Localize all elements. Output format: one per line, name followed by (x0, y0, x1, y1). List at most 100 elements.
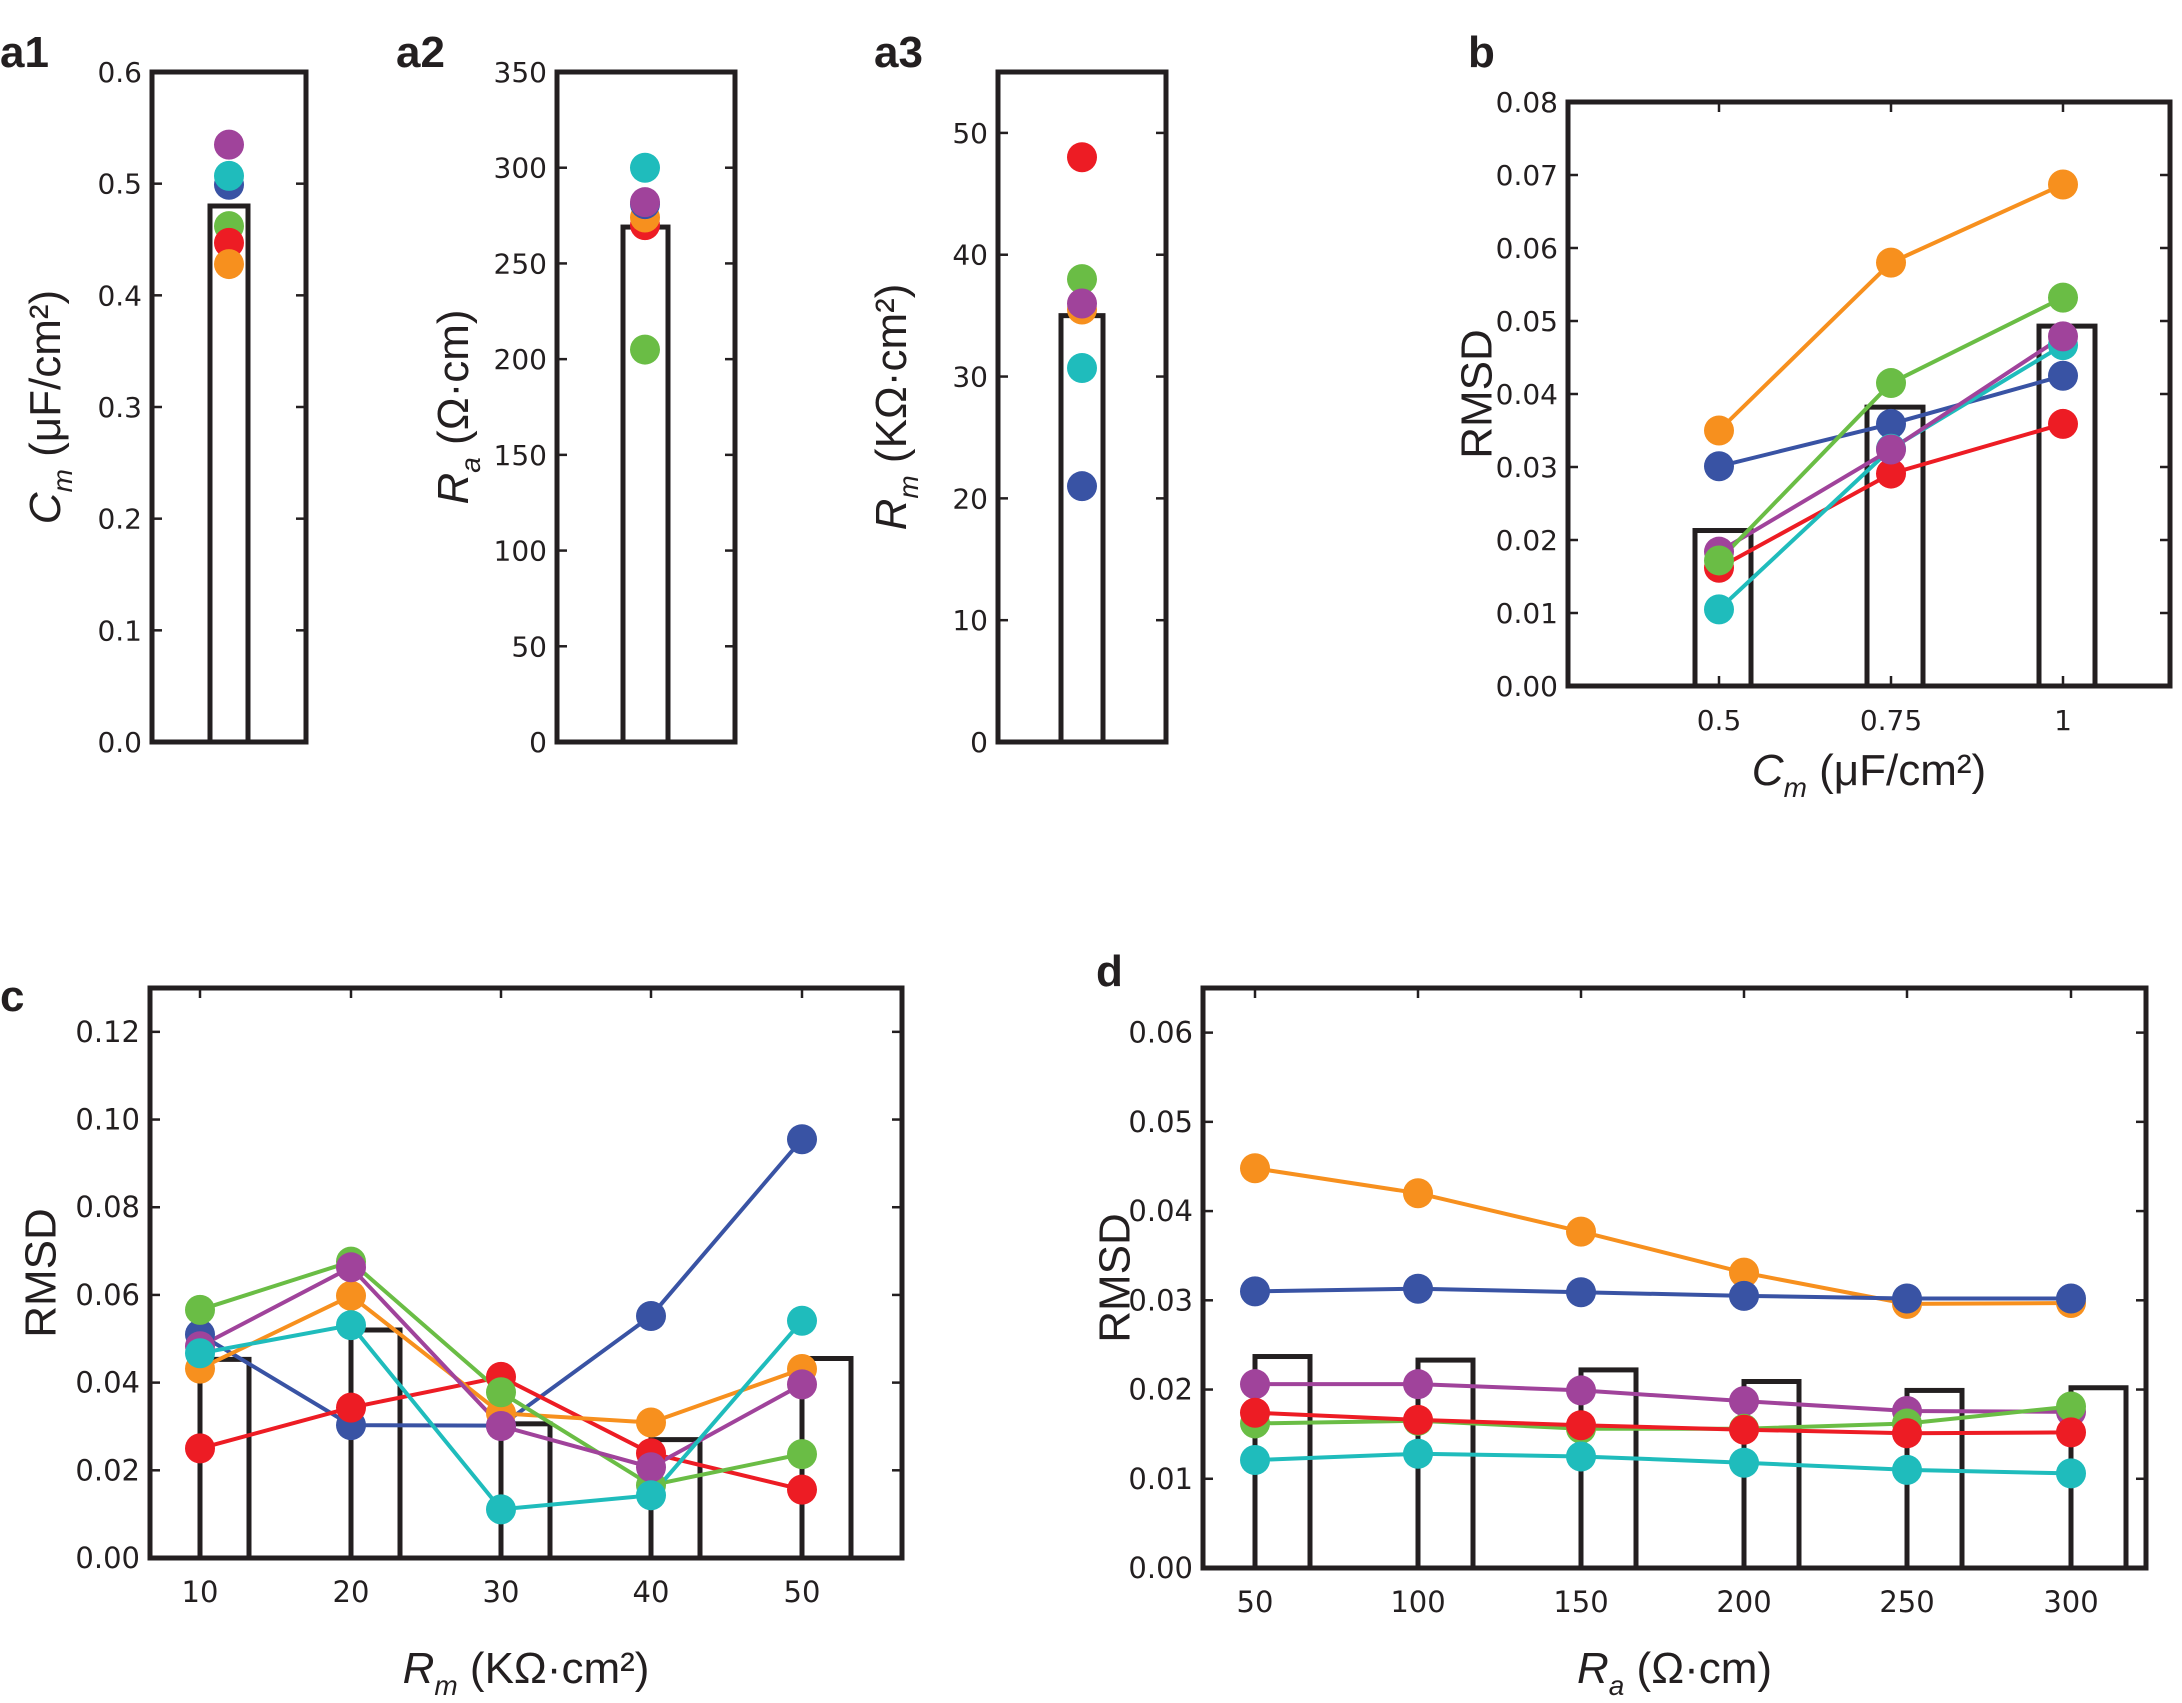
data-point-red (1403, 1404, 1433, 1435)
data-point-blue (1704, 451, 1734, 482)
data-point-orange (1240, 1153, 1270, 1184)
data-point-red (336, 1392, 366, 1423)
data-point-green (185, 1294, 215, 1325)
data-point-purple (1729, 1386, 1759, 1417)
y-axis-title-symbol: R (429, 473, 478, 505)
x-axis-title: Rm (KΩ·cm²) (403, 1644, 650, 1701)
data-point-red (1566, 1410, 1596, 1441)
x-axis-title-subscript: a (1609, 1670, 1625, 1701)
data-point-red (2056, 1417, 2086, 1448)
data-point-orange (636, 1407, 666, 1438)
x-tick-label: 250 (1879, 1585, 1934, 1619)
y-tick-label: 0.00 (75, 1541, 140, 1575)
axes-frame (1200, 985, 2149, 1571)
data-point-purple (787, 1369, 817, 1400)
y-tick-label: 0.4 (97, 279, 142, 312)
data-point-green (1704, 545, 1734, 576)
data-point-red (1729, 1414, 1759, 1445)
x-axis-title-subscript: m (1784, 772, 1807, 803)
mean-bar (348, 1327, 403, 1561)
y-tick-label: 0 (529, 726, 547, 759)
y-tick-label: 0.06 (75, 1278, 140, 1312)
data-point-purple (214, 129, 244, 160)
data-point-purple (1067, 288, 1097, 319)
data-point-cyan (1403, 1438, 1433, 1469)
data-point-purple (486, 1411, 516, 1442)
y-tick-label: 300 (494, 152, 547, 185)
y-tick-label: 0.02 (1128, 1373, 1193, 1407)
data-point-blue (1403, 1273, 1433, 1304)
y-axis-title-unit: (μF/cm²) (21, 290, 70, 469)
y-tick-label: 0.05 (1496, 305, 1558, 338)
data-point-orange (2048, 169, 2078, 200)
y-tick-label: 0.04 (1496, 378, 1558, 411)
data-point-blue (787, 1124, 817, 1155)
y-tick-label: 0.05 (1128, 1105, 1193, 1139)
y-tick-label: 0.2 (97, 503, 142, 536)
x-tick-label: 150 (1553, 1585, 1608, 1619)
x-tick-label: 0.75 (1860, 704, 1922, 737)
x-tick-label: 20 (333, 1575, 370, 1609)
panel-label-c: c (0, 972, 24, 1021)
data-point-blue (636, 1300, 666, 1331)
y-tick-label: 10 (952, 604, 988, 637)
y-tick-label: 0.02 (75, 1453, 140, 1487)
y-tick-label: 0 (970, 726, 988, 759)
panel-label-b: b (1468, 28, 1495, 77)
x-axis-title-subscript: m (434, 1670, 457, 1701)
data-point-cyan (2056, 1458, 2086, 1489)
data-point-purple (630, 187, 660, 218)
data-point-green (2056, 1391, 2086, 1422)
y-tick-label: 0.12 (75, 1015, 140, 1049)
x-tick-label: 50 (1237, 1585, 1274, 1619)
data-point-green (486, 1377, 516, 1408)
x-axis-title-unit: (μF/cm²) (1807, 746, 1986, 795)
data-point-orange (1403, 1178, 1433, 1209)
data-point-blue (1876, 408, 1906, 439)
axes-frame (147, 985, 905, 1561)
data-point-purple (1240, 1369, 1270, 1400)
x-axis-title: Cm (μF/cm²) (1752, 746, 1986, 803)
mean-bar (498, 1421, 553, 1561)
y-tick-label: 30 (952, 361, 988, 394)
data-point-red (2048, 408, 2078, 439)
y-tick-label: 0.00 (1128, 1551, 1193, 1585)
data-point-cyan (630, 152, 660, 183)
data-point-cyan (636, 1480, 666, 1511)
panel-label-d: d (1096, 947, 1123, 996)
y-tick-label: 150 (494, 439, 547, 472)
data-point-blue (1240, 1276, 1270, 1307)
panel-a1: a1 0.0 0.1 0.2 0.3 0.4 0.5 0.6 Cm (μF/cm²) (0, 28, 309, 759)
y-axis-title: RMSD (1453, 329, 1502, 459)
y-tick-label: 250 (494, 247, 547, 280)
data-point-blue (1067, 471, 1097, 502)
y-tick-label: 0.06 (1128, 1016, 1193, 1050)
y-axis-title: Ra (Ω·cm) (429, 309, 486, 504)
data-point-purple (1566, 1375, 1596, 1406)
data-point-cyan (1704, 594, 1734, 625)
data-point-cyan (336, 1310, 366, 1341)
x-tick-label: 1 (2054, 704, 2072, 737)
x-tick-label: 10 (182, 1575, 219, 1609)
data-point-purple (636, 1452, 666, 1483)
data-point-orange (1566, 1216, 1596, 1247)
y-tick-label: 0.02 (1496, 524, 1558, 557)
data-point-cyan (1892, 1454, 1922, 1485)
panel-b: b 0.00 0.01 0.02 0.03 0.04 0.05 0.06 0.07 0.08 0.5… (1453, 28, 2173, 803)
data-point-orange (214, 249, 244, 280)
data-point-green (787, 1439, 817, 1470)
y-tick-label: 200 (494, 343, 547, 376)
y-axis-title: Cm (μF/cm²) (21, 290, 78, 524)
x-axis-title-unit: (KΩ·cm²) (458, 1644, 650, 1693)
x-tick-label: 300 (2043, 1585, 2098, 1619)
data-point-purple (2048, 321, 2078, 352)
y-axis-title-subscript: m (47, 469, 78, 492)
data-point-red (1240, 1397, 1270, 1428)
data-point-red (1067, 142, 1097, 173)
y-tick-label: 0.3 (97, 391, 142, 424)
y-tick-label: 0.03 (1128, 1283, 1193, 1317)
axes-frame (554, 69, 738, 745)
y-axis-title-unit: (KΩ·cm²) (867, 284, 916, 476)
data-point-cyan (185, 1338, 215, 1369)
